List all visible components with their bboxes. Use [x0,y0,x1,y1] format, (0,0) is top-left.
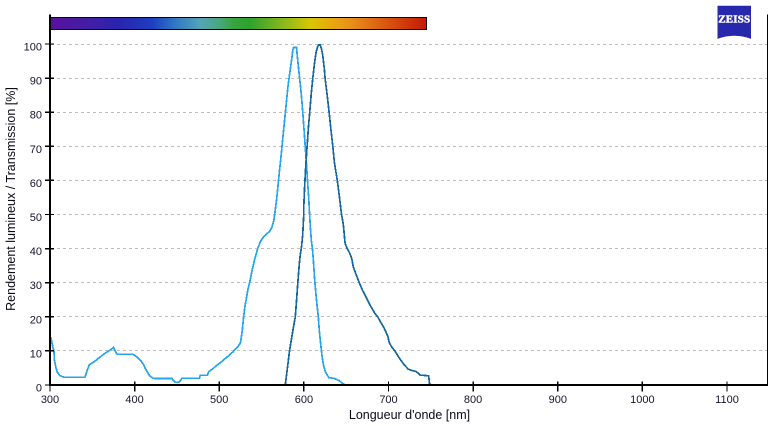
svg-text:Rendement lumineux / Transmiss: Rendement lumineux / Transmission [%] [4,87,18,311]
svg-text:ZEISS: ZEISS [718,14,750,26]
svg-text:40: 40 [30,246,42,258]
svg-text:80: 80 [30,110,42,122]
svg-text:600: 600 [295,394,313,406]
svg-text:10: 10 [30,348,42,360]
svg-text:90: 90 [30,76,42,88]
svg-text:300: 300 [41,394,59,406]
svg-text:30: 30 [30,280,42,292]
svg-text:70: 70 [30,144,42,156]
svg-text:1000: 1000 [630,394,654,406]
svg-text:50: 50 [30,212,42,224]
svg-text:400: 400 [125,394,143,406]
svg-text:Longueur d'onde [nm]: Longueur d'onde [nm] [349,408,470,422]
svg-text:1100: 1100 [715,394,739,406]
svg-text:900: 900 [549,394,567,406]
svg-text:100: 100 [24,42,42,54]
svg-text:500: 500 [210,394,228,406]
svg-text:60: 60 [30,178,42,190]
svg-text:800: 800 [464,394,482,406]
svg-text:700: 700 [379,394,397,406]
svg-text:0: 0 [36,383,42,395]
svg-text:20: 20 [30,314,42,326]
